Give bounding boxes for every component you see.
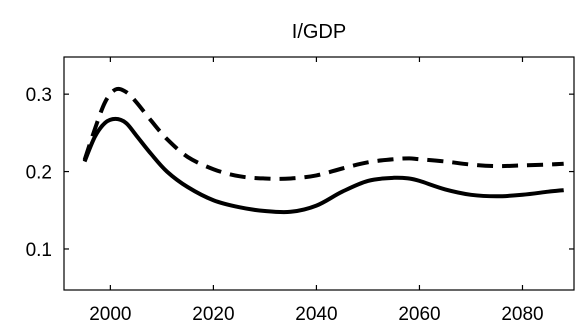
x-tick-label: 2080 bbox=[501, 304, 543, 325]
plot-area: 2000 2020 2040 2060 2080 0.1 0.2 0.3 bbox=[26, 56, 575, 325]
x-tick-label: 2000 bbox=[89, 304, 131, 325]
y-tick-label: 0.1 bbox=[26, 240, 52, 261]
x-tick-label: 2020 bbox=[192, 304, 234, 325]
series-line-dashed bbox=[82, 86, 564, 181]
y-tick-label: 0.2 bbox=[26, 163, 52, 184]
y-tick-label: 0.3 bbox=[26, 85, 52, 106]
plot-frame bbox=[63, 56, 575, 291]
x-tick-label: 2060 bbox=[398, 304, 440, 325]
x-tick-label: 2040 bbox=[295, 304, 337, 325]
chart-title: I/GDP bbox=[292, 21, 346, 43]
series-line-solid bbox=[82, 116, 564, 215]
